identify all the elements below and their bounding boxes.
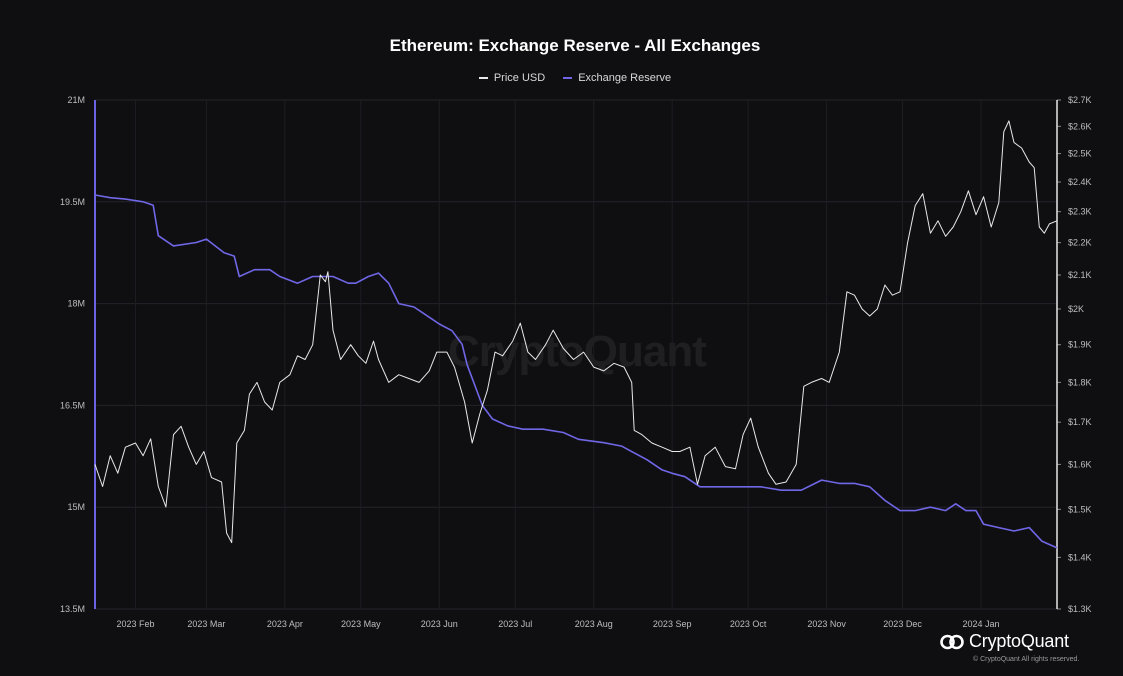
y-right-tick-label: $1.7K: [1068, 417, 1092, 427]
x-tick-label: 2023 Feb: [116, 619, 154, 629]
legend-label-price: Price USD: [493, 72, 546, 84]
x-tick-label: 2023 Apr: [267, 619, 303, 629]
brand-name: CryptoQuant: [969, 631, 1069, 651]
copyright-text: © CryptoQuant All rights reserved.: [973, 656, 1080, 663]
x-tick-label: 2023 May: [341, 619, 381, 629]
y-right-tick-label: $2.6K: [1068, 121, 1092, 131]
y-right-tick-label: $2.5K: [1068, 149, 1092, 159]
series-exchange-reserve-line: [94, 194, 1058, 549]
series-price-usd-line: [94, 120, 1058, 544]
y-right-tick-label: $1.4K: [1068, 552, 1092, 562]
x-tick-label: 2023 Jun: [421, 619, 458, 629]
brand-logo: CryptoQuant: [940, 631, 1069, 652]
y-right-tick-label: $1.5K: [1068, 504, 1092, 514]
y-left-tick-label: 15M: [67, 502, 85, 512]
x-tick-label: 2023 Aug: [575, 619, 613, 629]
x-tick-label: 2023 Jul: [498, 619, 532, 629]
x-tick-label: 2023 Oct: [730, 619, 767, 629]
legend-item-reserve[interactable]: Exchange Reserve: [563, 72, 671, 84]
x-tick-label: 2023 Sep: [653, 619, 692, 629]
y-right-tick-label: $2K: [1068, 304, 1084, 314]
axes: 13.5M 15M 16.5M 18M 19.5M 21M 2023 Feb 2023 Mar…: [60, 95, 1092, 629]
legend-swatch-price: [478, 77, 488, 79]
y-right-tick-label: $2.3K: [1068, 207, 1092, 217]
series: [94, 120, 1058, 549]
legend: Price USD Exchange Reserve: [0, 72, 1123, 84]
x-tick-label: 2024 Jan: [963, 619, 1000, 629]
y-right-tick-label: $2.4K: [1068, 177, 1092, 187]
y-right-tick-label: $2.7K: [1068, 95, 1092, 105]
y-right-tick-label: $2.1K: [1068, 270, 1092, 280]
y-right-tick-label: $1.9K: [1068, 340, 1092, 350]
x-tick-label: 2023 Dec: [883, 619, 922, 629]
y-right-tick-label: $1.8K: [1068, 377, 1092, 387]
y-left-tick-label: 16.5M: [60, 400, 85, 410]
y-right-tick-label: $1.3K: [1068, 604, 1092, 614]
legend-item-price[interactable]: Price USD: [478, 72, 546, 84]
grid: [95, 99, 1057, 610]
y-right-tick-label: $1.6K: [1068, 459, 1092, 469]
cryptoquant-logo-icon: [940, 634, 964, 649]
legend-label-reserve: Exchange Reserve: [578, 72, 672, 84]
y-left-tick-label: 13.5M: [60, 604, 85, 614]
y-left-tick-label: 21M: [67, 95, 85, 105]
y-left-tick-label: 19.5M: [60, 197, 85, 207]
y-right-tick-label: $2.2K: [1068, 238, 1092, 248]
x-tick-label: 2023 Nov: [807, 619, 846, 629]
legend-swatch-reserve: [563, 77, 573, 79]
chart-title: Ethereum: Exchange Reserve - All Exchang…: [389, 36, 761, 55]
y-left-tick-label: 18M: [67, 299, 85, 309]
x-tick-label: 2023 Mar: [187, 619, 225, 629]
